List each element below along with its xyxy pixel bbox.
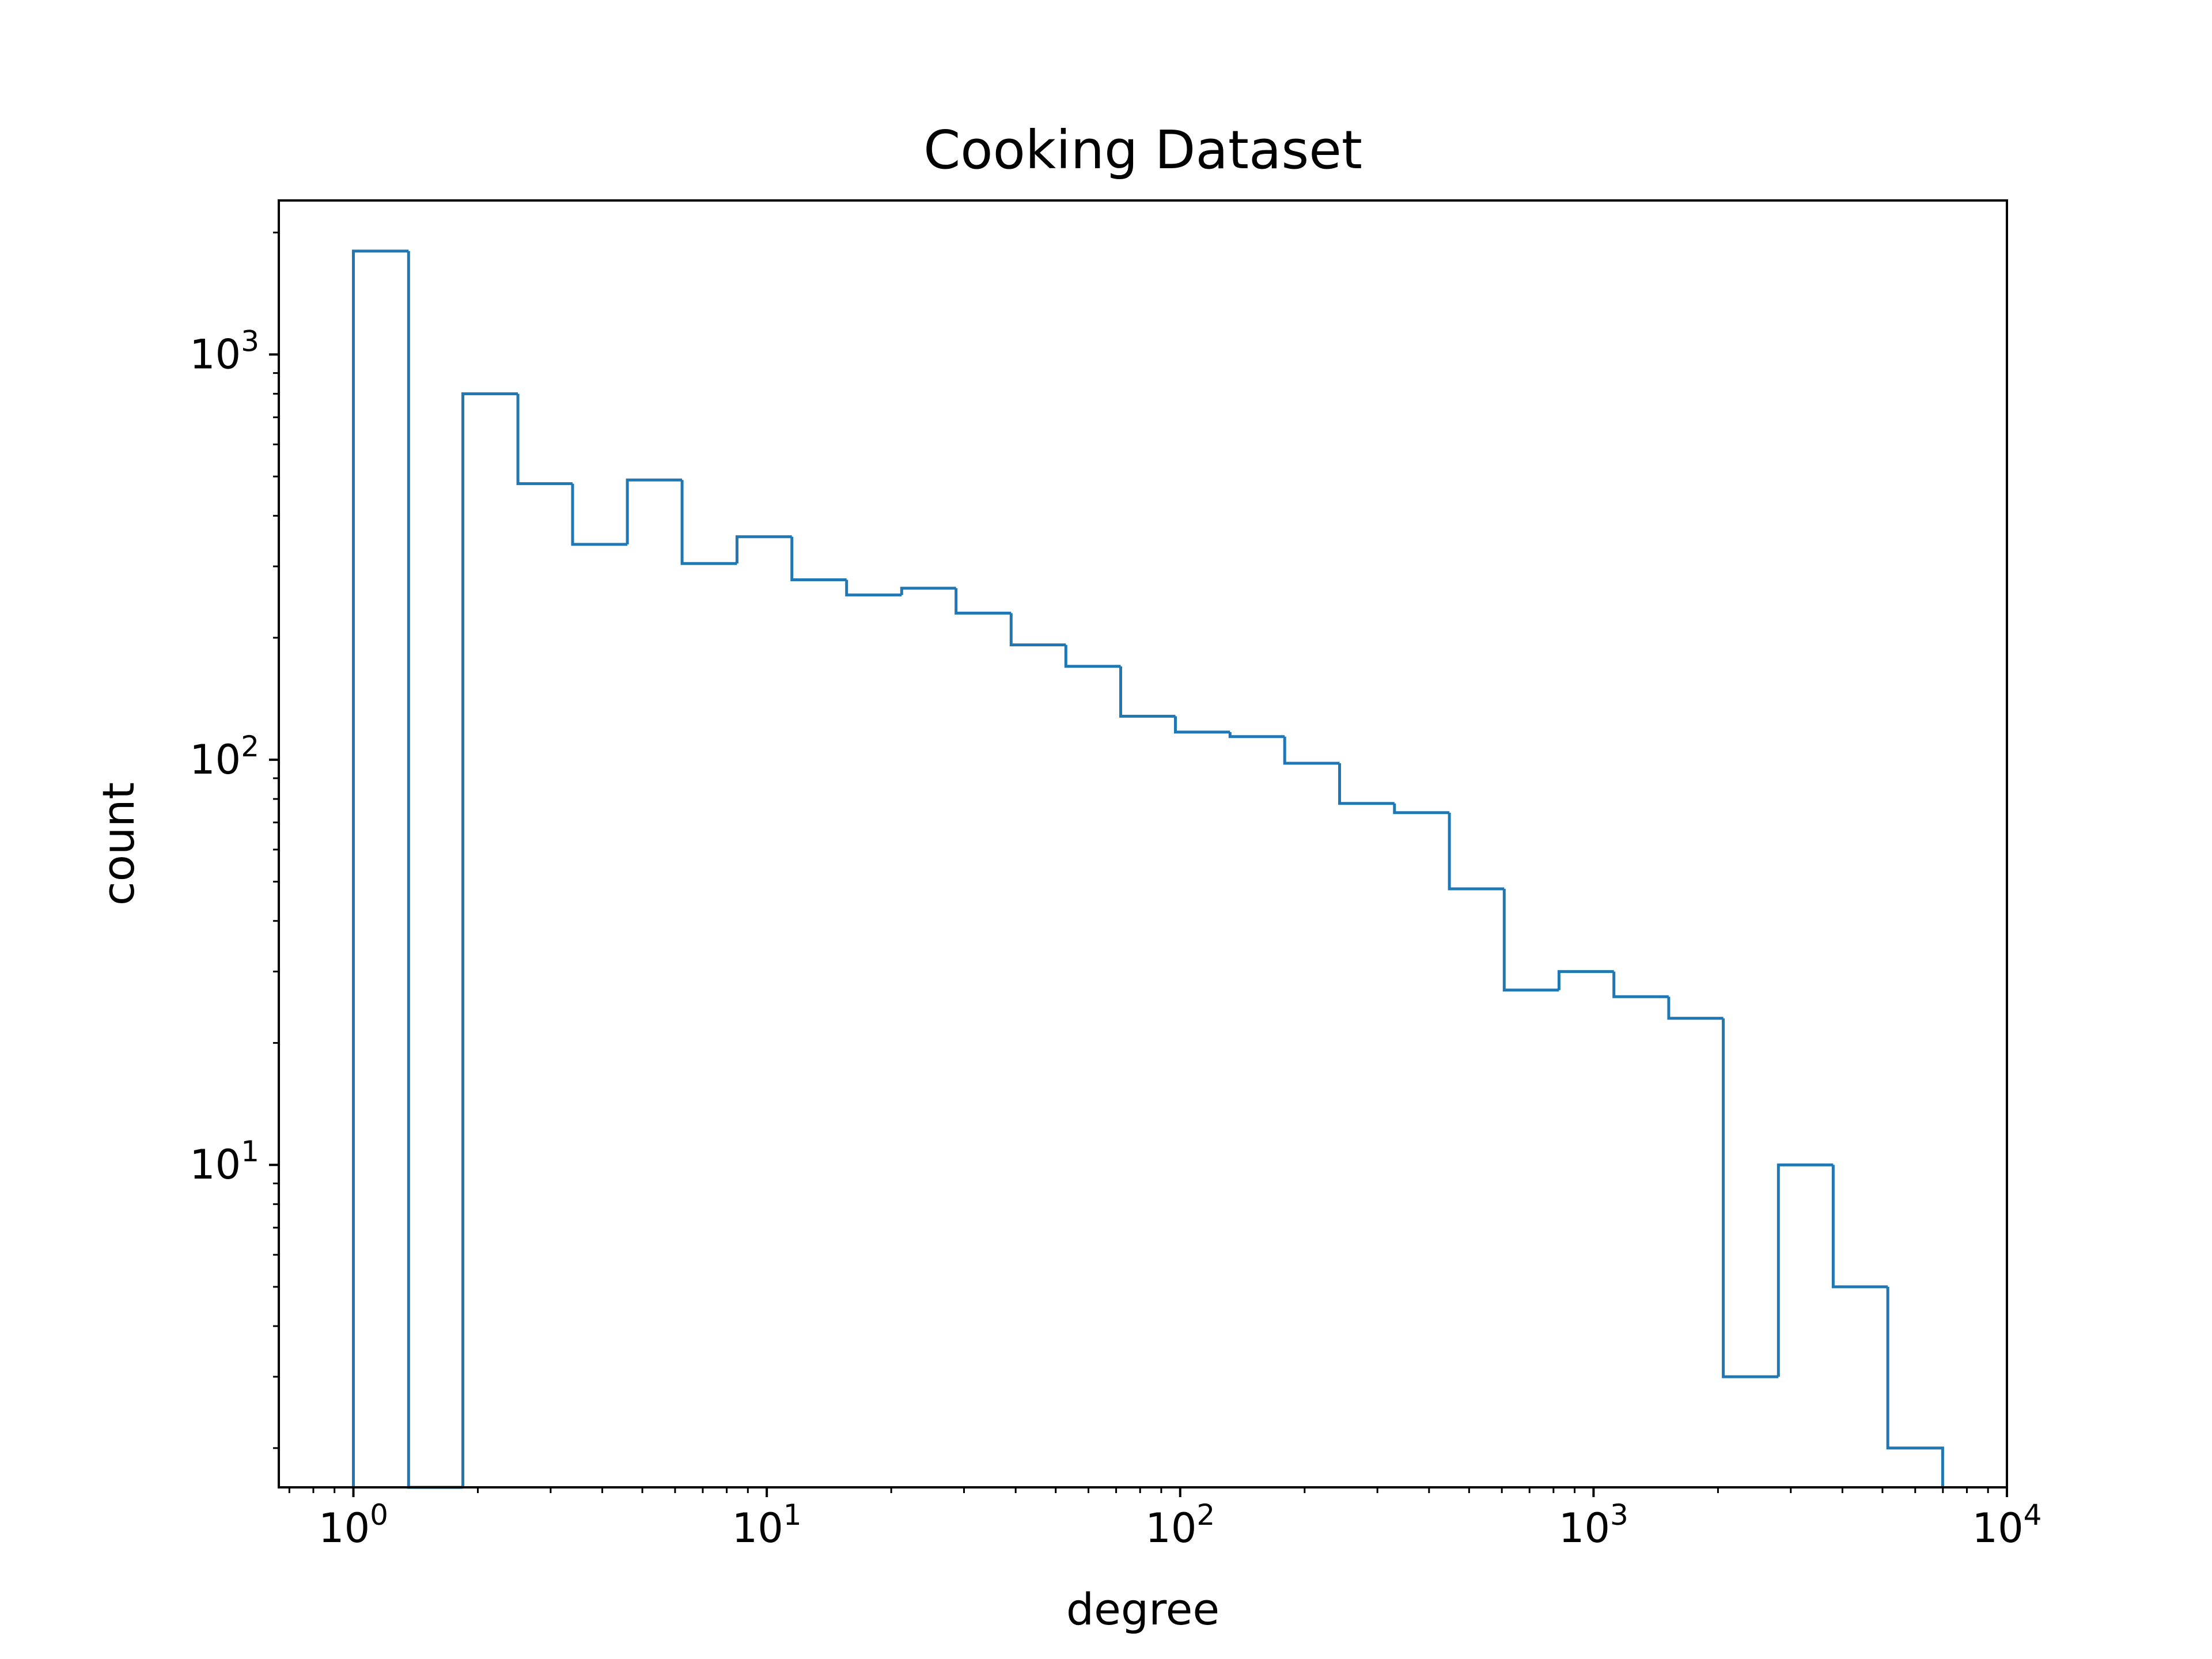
histogram-bin bbox=[1393, 803, 1450, 815]
histogram-bin bbox=[1777, 1163, 1834, 1377]
histogram-bin bbox=[1064, 645, 1121, 668]
histogram-bin bbox=[1228, 732, 1285, 738]
histogram-bin bbox=[1283, 736, 1340, 765]
histogram-bin bbox=[516, 393, 573, 486]
plot-frame bbox=[278, 199, 2008, 1488]
chart-title: Cooking Dataset bbox=[923, 119, 1362, 181]
y-axis-ticks: 101 102 103 bbox=[190, 232, 279, 1449]
x-tick-label: 104 bbox=[1972, 1498, 2042, 1552]
x-axis-ticks: 100 101 102 103 104 bbox=[288, 1487, 2042, 1552]
y-axis-label: count bbox=[93, 782, 144, 906]
histogram-bin bbox=[626, 478, 683, 544]
histogram-bin bbox=[1502, 889, 1559, 992]
histogram-bin bbox=[790, 536, 847, 581]
histogram-bin bbox=[1448, 812, 1505, 891]
histogram-bin bbox=[900, 586, 956, 595]
y-tick-label: 101 bbox=[190, 1135, 259, 1188]
histogram-bin bbox=[1831, 1165, 1888, 1289]
y-tick-label: 102 bbox=[190, 730, 259, 783]
histogram-bin bbox=[1667, 997, 1724, 1020]
histogram-bin bbox=[1612, 971, 1669, 998]
histogram-bin bbox=[1174, 716, 1230, 734]
histogram-bin bbox=[1722, 1018, 1779, 1378]
histogram-bin bbox=[735, 535, 792, 564]
histogram-bin bbox=[1119, 666, 1176, 718]
x-tick-label: 102 bbox=[1145, 1498, 1215, 1552]
histogram-bin bbox=[845, 579, 902, 597]
histogram-bin bbox=[352, 249, 409, 1487]
x-tick-label: 103 bbox=[1559, 1498, 1628, 1552]
histogram-bin bbox=[955, 588, 1012, 615]
histogram-bin bbox=[1338, 763, 1395, 805]
histogram-bin bbox=[1886, 1286, 1944, 1487]
histogram-bin bbox=[1557, 970, 1614, 990]
x-axis-label: degree bbox=[1066, 1584, 1219, 1635]
histogram-bins bbox=[352, 249, 1944, 1489]
histogram-bin bbox=[1009, 613, 1066, 646]
histogram-bin bbox=[461, 392, 518, 1487]
histogram-bin bbox=[680, 480, 737, 565]
histogram-bin bbox=[571, 483, 628, 546]
x-tick-label: 101 bbox=[732, 1498, 802, 1552]
x-tick-label: 100 bbox=[319, 1498, 388, 1552]
y-tick-label: 103 bbox=[190, 324, 259, 378]
